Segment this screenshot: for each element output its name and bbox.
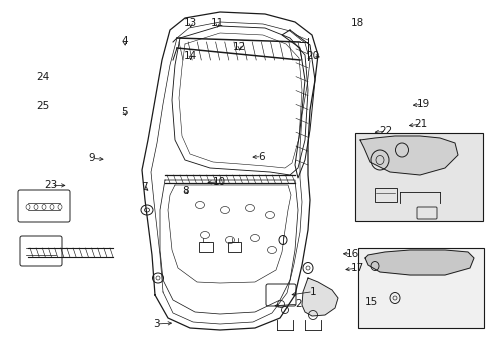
Text: 14: 14	[183, 51, 197, 61]
Bar	[374, 188, 396, 202]
Text: 5: 5	[121, 107, 128, 117]
Text: 20: 20	[306, 51, 319, 61]
Bar	[199, 242, 213, 252]
Text: 16: 16	[345, 249, 358, 259]
Bar	[357, 248, 483, 328]
Text: 24: 24	[36, 72, 50, 82]
Text: 18: 18	[349, 18, 363, 28]
Text: 21: 21	[413, 119, 427, 129]
Text: 9: 9	[88, 153, 95, 163]
Text: 3: 3	[153, 319, 160, 329]
Text: 23: 23	[44, 180, 58, 190]
Text: 2: 2	[294, 299, 301, 309]
Bar	[354, 133, 482, 221]
Text: 15: 15	[364, 297, 378, 307]
Text: 17: 17	[349, 263, 363, 273]
Text: 25: 25	[36, 101, 50, 111]
Polygon shape	[359, 136, 457, 175]
Text: 13: 13	[183, 18, 197, 28]
Bar	[227, 242, 241, 252]
Polygon shape	[364, 250, 473, 275]
Text: 19: 19	[415, 99, 429, 109]
Text: 12: 12	[232, 42, 246, 52]
Polygon shape	[302, 278, 337, 316]
Text: 8: 8	[182, 186, 189, 196]
Text: 6: 6	[258, 152, 264, 162]
Text: 10: 10	[212, 177, 225, 187]
Text: 4: 4	[121, 36, 128, 46]
Text: 11: 11	[210, 18, 224, 28]
Text: 7: 7	[141, 182, 147, 192]
Text: 1: 1	[309, 287, 316, 297]
Text: 22: 22	[379, 126, 392, 136]
